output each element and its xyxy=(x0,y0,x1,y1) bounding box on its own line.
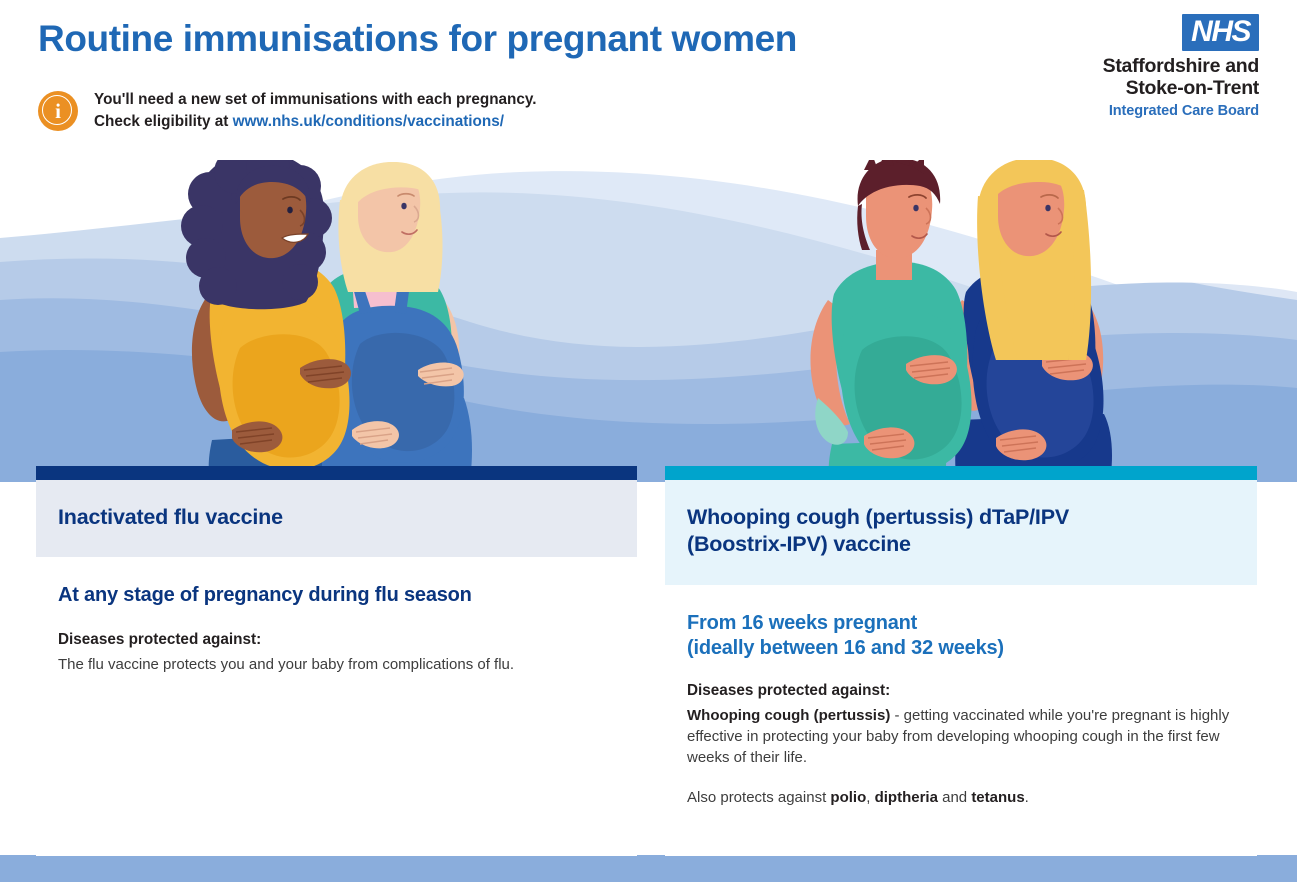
card-right-header: Whooping cough (pertussis) dTaP/IPV (Boos… xyxy=(665,480,1257,585)
poster-header: Routine immunisations for pregnant women… xyxy=(0,0,1297,160)
card-right-paragraph-2: Also protects against polio, diptheria a… xyxy=(687,787,1235,808)
bottom-blue-band xyxy=(0,855,1297,882)
card-right-paragraph-1-rest: - getting vaccinated while you're pregna… xyxy=(687,706,1230,767)
info-icon-glyph: i xyxy=(55,99,61,123)
card-left-protect-label: Diseases protected against: xyxy=(58,630,262,648)
nhs-org-subtitle: Integrated Care Board xyxy=(1108,102,1259,119)
card-right-title: Whooping cough (pertussis) dTaP/IPV (Boos… xyxy=(687,504,1235,559)
nhs-org-name: Staffordshire and Stoke-on-Trent xyxy=(1102,55,1260,100)
card-right-timing: From 16 weeks pregnant (ideally between 1… xyxy=(687,611,1235,662)
card-left-body: At any stage of pregnancy during flu sea… xyxy=(36,557,637,696)
card-left-paragraph-1: The flu vaccine protects you and your ba… xyxy=(58,655,515,673)
card-right-timing-line-1: From 16 weeks pregnant xyxy=(687,611,918,634)
info-line-2-prefix: Check eligibility at xyxy=(94,113,233,131)
card-right-paragraph-1-bold: Whooping cough (pertussis) xyxy=(687,706,891,724)
nhs-vaccinations-link[interactable]: www.nhs.uk/conditions/vaccinations/ xyxy=(232,113,504,131)
info-circle-icon: i xyxy=(38,91,78,131)
nhs-org-line-1: Staffordshire and xyxy=(1102,55,1260,77)
info-line-2: Check eligibility at www.nhs.uk/conditio… xyxy=(94,111,537,133)
card-left-timing: At any stage of pregnancy during flu sea… xyxy=(58,584,472,607)
card-right-timing-line-2: (ideally between 16 and 32 weeks) xyxy=(687,637,1004,660)
nhs-logo: NHS xyxy=(1182,14,1259,51)
card-left-header: Inactivated flu vaccine xyxy=(36,480,637,558)
card-left-title: Inactivated flu vaccine xyxy=(58,505,283,529)
nhs-logo-block: NHS Staffordshire and Stoke-on-Trent Int… xyxy=(1103,14,1259,119)
card-right-p2-diptheria: diptheria xyxy=(874,788,938,806)
nhs-logo-text: NHS xyxy=(1191,15,1251,48)
card-inactivated-flu-vaccine: Inactivated flu vaccine At any stage of … xyxy=(36,466,637,856)
card-right-title-line-1: Whooping cough (pertussis) dTaP/IPV xyxy=(687,505,1069,529)
card-left-topbar xyxy=(36,466,637,480)
card-right-paragraph-1: Whooping cough (pertussis) - getting vac… xyxy=(687,705,1235,769)
info-callout-text: You'll need a new set of immunisations w… xyxy=(94,88,537,133)
vaccine-cards: Inactivated flu vaccine At any stage of … xyxy=(0,466,1297,882)
card-right-p2-end: . xyxy=(1024,788,1029,806)
card-right-topbar xyxy=(665,466,1257,480)
card-right-p2-tetanus: tetanus xyxy=(971,788,1025,806)
card-right-p2-sep-2: and xyxy=(937,788,972,806)
card-whooping-cough-vaccine: Whooping cough (pertussis) dTaP/IPV (Boos… xyxy=(665,466,1257,856)
card-right-protect-label: Diseases protected against: xyxy=(687,681,891,699)
page-title: Routine immunisations for pregnant women xyxy=(38,18,797,59)
info-callout: i You'll need a new set of immunisations… xyxy=(38,88,537,133)
info-icon-ring xyxy=(42,95,72,125)
card-right-p2-polio: polio xyxy=(830,788,867,806)
card-right-p2-prefix: Also protects against xyxy=(687,788,831,806)
info-line-1: You'll need a new set of immunisations w… xyxy=(94,91,537,108)
card-right-p2-sep-1: , xyxy=(866,788,875,806)
card-right-body: From 16 weeks pregnant (ideally between 1… xyxy=(665,584,1257,828)
card-right-title-line-2: (Boostrix-IPV) vaccine xyxy=(687,532,911,557)
nhs-org-line-2: Stoke-on-Trent xyxy=(1125,76,1260,99)
